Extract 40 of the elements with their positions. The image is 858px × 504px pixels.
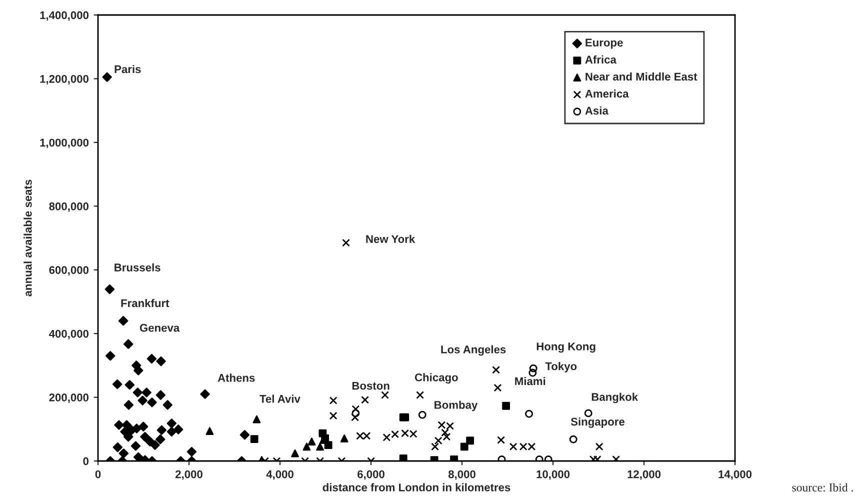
source-note: source: Ibid . bbox=[792, 483, 853, 492]
y-tick-label: 200,000 bbox=[49, 394, 89, 404]
legend-label: Europe bbox=[586, 38, 623, 49]
annotation: Frankfurt bbox=[121, 298, 170, 308]
annotation: Singapore bbox=[570, 417, 625, 428]
annotation: Brussels bbox=[114, 263, 160, 272]
annotation: Hong Kong bbox=[536, 342, 596, 353]
x-tick-label: 6,000 bbox=[358, 470, 384, 480]
y-tick-label: 600,000 bbox=[49, 266, 89, 276]
legend-label: America bbox=[585, 89, 629, 98]
x-tick-label: 10,000 bbox=[536, 470, 570, 480]
x-tick-label: 2,000 bbox=[175, 470, 202, 480]
x-tick-label: 0 bbox=[95, 470, 101, 478]
y-tick-label: 0 bbox=[83, 457, 89, 466]
annotation: Bangkok bbox=[592, 392, 638, 404]
y-tick-label: 1,000,000 bbox=[40, 138, 89, 148]
y-tick-label: 1,400,000 bbox=[40, 11, 89, 21]
y-tick-label: 800,000 bbox=[49, 202, 89, 212]
x-tick-label: 14,000 bbox=[718, 470, 752, 480]
annotation: Los Angeles bbox=[441, 345, 506, 356]
annotation: Athens bbox=[218, 374, 255, 382]
annotation: Tokyo bbox=[545, 362, 577, 372]
y-axis-title: annual available seats bbox=[24, 180, 32, 296]
annotation: Boston bbox=[352, 382, 390, 390]
annotation: Tel Aviv bbox=[260, 394, 300, 403]
legend-label: Africa bbox=[585, 55, 616, 64]
annotation: Miami bbox=[515, 376, 546, 386]
annotation: Geneva bbox=[140, 324, 180, 332]
annotation: New York bbox=[366, 234, 416, 243]
y-tick-label: 400,000 bbox=[48, 330, 89, 340]
x-tick-label: 8,000 bbox=[448, 470, 476, 480]
legend-label: Asia bbox=[585, 106, 608, 115]
legend-label: Near and Middle East bbox=[586, 72, 698, 81]
y-tick-label: 1,200,000 bbox=[40, 74, 89, 84]
annotation: Paris bbox=[114, 65, 141, 74]
x-tick-label: 12,000 bbox=[628, 470, 661, 480]
annotation: Bombay bbox=[434, 400, 478, 412]
x-tick-label: 4,000 bbox=[266, 470, 294, 480]
x-axis-title: distance from London in kilometres bbox=[322, 483, 510, 492]
annotation: Chicago bbox=[414, 373, 458, 384]
